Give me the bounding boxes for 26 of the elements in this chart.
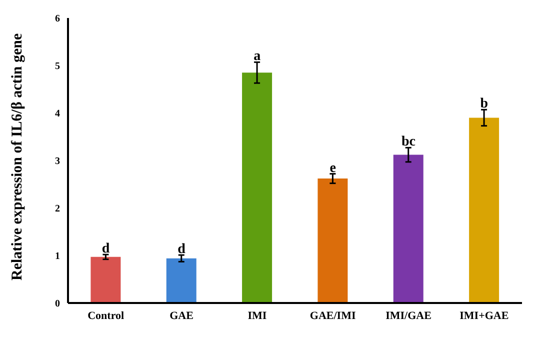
y-tick-label: 0 (55, 298, 60, 310)
annotation: bc (402, 134, 416, 150)
y-tick-label: 6 (55, 14, 60, 25)
y-tick-label: 4 (55, 108, 60, 120)
bar (242, 72, 272, 303)
x-tick-label: IMI (248, 310, 267, 322)
x-tick-label: Control (88, 310, 124, 322)
bar (166, 258, 196, 303)
x-tick-label: GAE/IMI (310, 310, 356, 322)
annotation: b (480, 96, 488, 112)
bar (90, 256, 121, 303)
y-tick-label: 1 (55, 251, 60, 262)
annotation: a (254, 49, 261, 64)
annotation: e (330, 160, 336, 176)
y-tick-label: 5 (55, 61, 60, 72)
bar (469, 118, 500, 303)
bar (318, 178, 348, 303)
x-tick-label: IMI/GAE (386, 310, 432, 322)
annotation: d (102, 242, 110, 257)
bar (393, 154, 424, 303)
x-tick-label: GAE (170, 310, 194, 322)
y-tick-label: 2 (55, 204, 60, 215)
x-tick-label: IMI+GAE (460, 310, 509, 322)
annotation: d (178, 242, 186, 258)
y-tick-label: 3 (55, 156, 60, 168)
y-axis-title: Relative expression of IL6/β actin gene (9, 32, 26, 280)
